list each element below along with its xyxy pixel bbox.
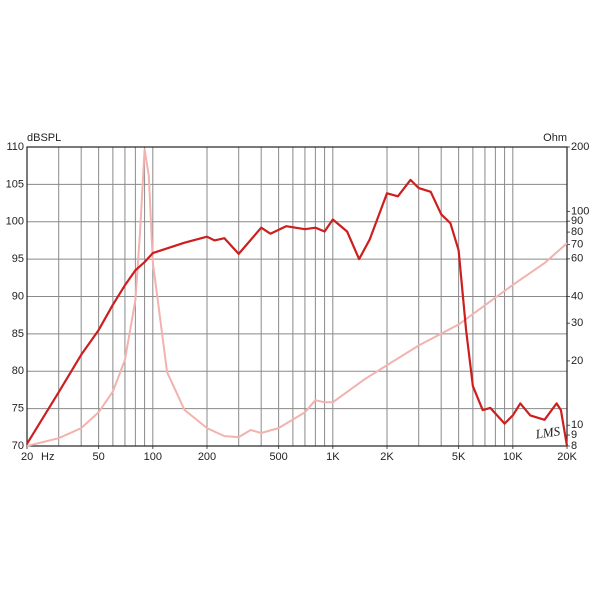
y-tick-label: 100	[6, 216, 24, 228]
y2-tick-label: 9	[571, 429, 577, 441]
y2-tick-label: 10	[571, 419, 583, 431]
x-tick-label: 100	[144, 451, 162, 463]
x-tick-label: 2K	[380, 451, 394, 463]
x-tick-label: 10K	[503, 451, 523, 463]
x-tick-label: 50	[93, 451, 105, 463]
series-line	[26, 148, 568, 447]
y2-tick-label: 20	[571, 355, 583, 367]
y2-tick-label: 40	[571, 290, 583, 302]
y2-tick-label: 100	[571, 205, 589, 217]
x-tick-label: 200	[198, 451, 216, 463]
x-tick-label: 5K	[452, 451, 466, 463]
x-unit-label: Hz	[41, 451, 54, 463]
x-tick-label: 500	[269, 451, 287, 463]
y2-tick-label: 8	[571, 440, 577, 452]
plot-frame	[26, 146, 568, 447]
y-tick-label: 105	[6, 178, 24, 190]
y-tick-label: 95	[12, 253, 24, 265]
y-tick-label: 85	[12, 328, 24, 340]
y-tick-label: 110	[6, 141, 24, 153]
y-tick-label: 75	[12, 403, 24, 415]
watermark: LMS	[534, 423, 562, 441]
y2-tick-label: 70	[571, 238, 583, 250]
y2-tick-label: 80	[571, 226, 583, 238]
y-tick-label: 80	[12, 365, 24, 377]
y-tick-label: 70	[12, 440, 24, 452]
y-axis-label: dBSPL	[27, 132, 61, 144]
y2-tick-label: 200	[571, 141, 589, 153]
x-tick-label: 20	[21, 451, 33, 463]
x-tick-label: 1K	[326, 451, 340, 463]
y2-tick-label: 60	[571, 253, 583, 265]
x-tick-label: 20K	[557, 451, 577, 463]
y2-tick-label: 30	[571, 317, 583, 329]
y2-tick-label: 90	[571, 215, 583, 227]
series-line	[26, 178, 569, 447]
y-tick-label: 90	[12, 290, 24, 302]
y2-axis-label: Ohm	[543, 132, 567, 144]
